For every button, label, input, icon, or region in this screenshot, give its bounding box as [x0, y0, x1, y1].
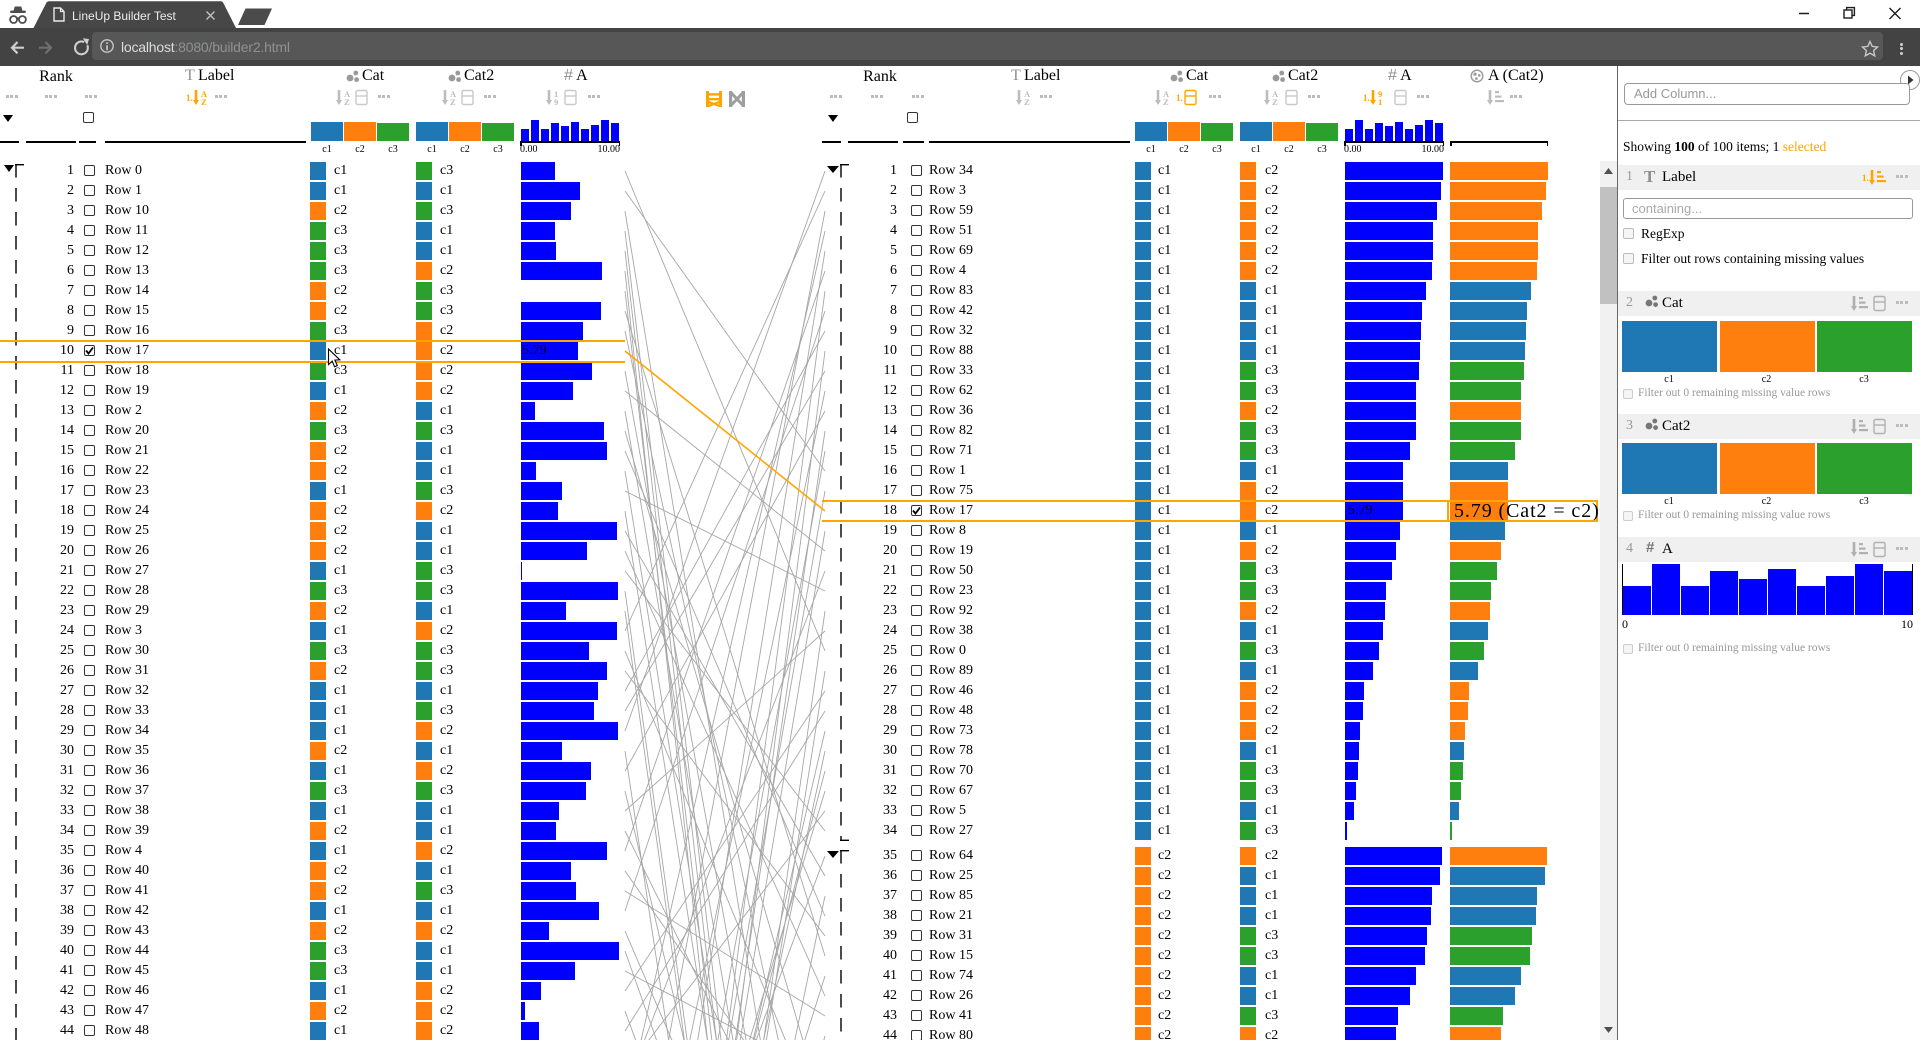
- svg-text:A: A: [201, 89, 208, 99]
- svg-text:Z: Z: [1024, 97, 1030, 107]
- svg-text:A: A: [1024, 89, 1031, 99]
- svg-text:9: 9: [1378, 89, 1382, 99]
- svg-text:A: A: [1163, 89, 1170, 99]
- svg-text:Z: Z: [1163, 97, 1169, 107]
- svg-text:1.: 1.: [1363, 93, 1370, 103]
- svg-text:Z: Z: [344, 97, 350, 107]
- svg-text:Z: Z: [450, 97, 456, 107]
- svg-text:1: 1: [1378, 97, 1382, 107]
- svg-text:1.: 1.: [1176, 93, 1183, 103]
- svg-text:A: A: [344, 89, 351, 99]
- svg-text:Z: Z: [201, 97, 207, 107]
- svg-text:1.: 1.: [186, 93, 193, 103]
- svg-text:1: 1: [554, 89, 558, 99]
- svg-text:9: 9: [554, 97, 558, 107]
- svg-text:1.: 1.: [1862, 173, 1869, 183]
- svg-text:A: A: [450, 89, 457, 99]
- svg-text:A: A: [1272, 89, 1279, 99]
- svg-text:Z: Z: [1272, 97, 1278, 107]
